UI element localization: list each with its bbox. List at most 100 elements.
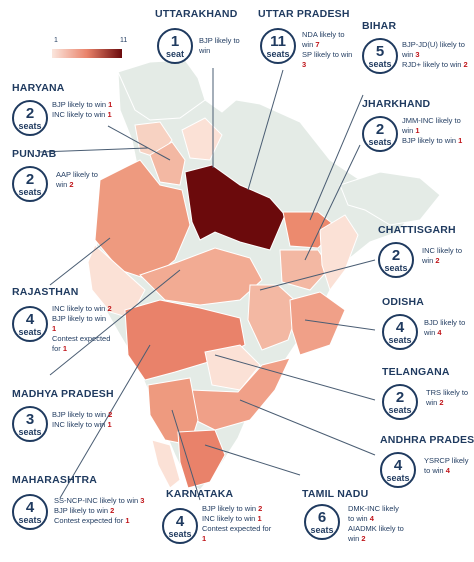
leader-lines (39, 68, 376, 501)
leader-rajasthan (49, 237, 111, 286)
state-name: JHARKHAND (362, 98, 431, 110)
prediction-text: INC likely to win 2 BJP likely to win 1 … (52, 304, 112, 354)
prediction-line: INC likely to win 1 (52, 110, 112, 119)
seat-badge: 6 seats (304, 504, 340, 540)
prediction-line: BJP likely to win 1 (52, 100, 113, 109)
leader-andhra-pradesh (239, 399, 376, 456)
color-scale-legend: 1 11 (52, 37, 127, 58)
state-name: HARYANA (12, 82, 65, 94)
state-name: CHATTISGARH (378, 224, 456, 236)
seat-unit: seats (368, 59, 392, 69)
region-haryana (149, 141, 186, 186)
legend-min: 1 (54, 37, 58, 44)
prediction-line: AAP likely to win 2 (56, 170, 98, 189)
seat-unit: seat (165, 49, 184, 59)
prediction-line: TRS likely to win 2 (426, 388, 469, 407)
prediction-line: DMK-INC likely to win 4 (348, 504, 399, 523)
state-name: MAHARASHTRA (12, 474, 98, 486)
leader-uttar-pradesh (247, 69, 284, 191)
prediction-line: BJP likely to win 1 (402, 136, 463, 145)
prediction-line: BJP likely to win 1 (52, 314, 107, 333)
prediction-line: BJP likely to win (199, 36, 240, 55)
prediction-line: NDA likely to win 7 (302, 30, 345, 49)
region-north-neutral (117, 59, 206, 121)
seat-unit: seats (388, 405, 412, 415)
seat-count: 1 (170, 33, 180, 50)
state-name: ODISHA (382, 296, 425, 308)
seat-count: 2 (391, 247, 401, 264)
seat-unit: seats (18, 427, 42, 437)
legend-max: 11 (120, 37, 128, 44)
seat-badge: 3 seats (12, 406, 48, 442)
region-uttarakhand (181, 117, 223, 161)
region-gujarat (87, 244, 146, 319)
seat-count: 4 (175, 513, 185, 530)
state-name: MADHYA PRADESH (12, 388, 114, 400)
prediction-text: BJD likely to win 4 (424, 318, 472, 338)
prediction-text: BJP likely to win 2 INC likely to win 1 (52, 410, 127, 430)
seat-count: 3 (25, 411, 35, 428)
prediction-line: BJP-JD(U) likely to win 3 (402, 40, 465, 59)
seat-unit: seats (368, 137, 392, 147)
prediction-line: Contest expected for 1 (52, 334, 111, 353)
region-uttar-pradesh (184, 164, 286, 251)
seat-unit: seats (386, 473, 410, 483)
seat-count: 2 (375, 121, 385, 138)
region-andhra-pradesh (189, 357, 291, 431)
leader-haryana (107, 125, 171, 161)
prediction-line: INC likely to win 1 (202, 514, 262, 523)
prediction-text: NDA likely to win 7 SP likely to win 3 (302, 30, 357, 70)
state-name: UTTARAKHAND (155, 8, 238, 20)
state-name: UTTAR PRADESH (258, 8, 350, 20)
seat-unit: seats (18, 515, 42, 525)
seat-badge: 4 seats (382, 314, 418, 350)
prediction-line: INC likely to win 2 (52, 304, 112, 313)
seat-badge: 2 seats (382, 384, 418, 420)
seat-badge: 4 seats (12, 494, 48, 530)
region-northeast (339, 171, 441, 226)
seat-unit: seats (266, 49, 290, 59)
prediction-text: SS-NCP-INC likely to win 3 BJP likely to… (54, 496, 162, 526)
seat-count: 2 (25, 171, 35, 188)
region-kerala (151, 439, 181, 489)
prediction-line: Contest expected for 1 (202, 524, 272, 543)
seat-unit: seats (18, 327, 42, 337)
prediction-line: JMM-INC likely to win 1 (402, 116, 461, 135)
seat-count: 6 (317, 509, 327, 526)
region-rajasthan (94, 159, 191, 281)
prediction-text: INC likely to win 2 (422, 246, 470, 266)
leader-jharkhand (304, 144, 361, 261)
state-name: TELANGANA (382, 366, 450, 378)
region-madhya-pradesh (139, 247, 263, 306)
prediction-line: Contest expected for 1 (54, 516, 130, 525)
prediction-line: SS-NCP-INC likely to win 3 (54, 496, 145, 505)
leader-telangana (214, 354, 376, 401)
seat-count: 4 (25, 311, 35, 328)
leader-maharashtra (59, 344, 151, 499)
leader-karnataka (171, 409, 201, 501)
state-name: PUNJAB (12, 148, 57, 160)
leader-bihar (309, 94, 364, 221)
seat-badge: 5 seats (362, 38, 398, 74)
seat-badge: 2 seats (378, 242, 414, 278)
leader-odisha (304, 319, 376, 331)
state-name: KARNATAKA (166, 488, 234, 500)
seat-count: 4 (393, 457, 403, 474)
state-name: RAJASTHAN (12, 286, 79, 298)
region-jharkhand (279, 249, 331, 291)
prediction-text: YSRCP likely to win 4 (424, 456, 472, 476)
seat-badge: 2 seats (362, 116, 398, 152)
seat-unit: seats (18, 121, 42, 131)
prediction-text: BJP likely to win 1 INC likely to win 1 (52, 100, 127, 120)
seat-badge: 4 seats (380, 452, 416, 488)
leader-madhya-pradesh (49, 269, 181, 376)
prediction-line: SP likely to win 3 (302, 50, 353, 69)
prediction-line: YSRCP likely to win 4 (424, 456, 469, 475)
seat-unit: seats (310, 525, 334, 535)
prediction-line: BJP likely to win 2 (202, 504, 263, 513)
prediction-line: INC likely to win 1 (52, 420, 112, 429)
prediction-line: BJP likely to win 2 (52, 410, 113, 419)
prediction-text: BJP likely to win (199, 36, 247, 56)
